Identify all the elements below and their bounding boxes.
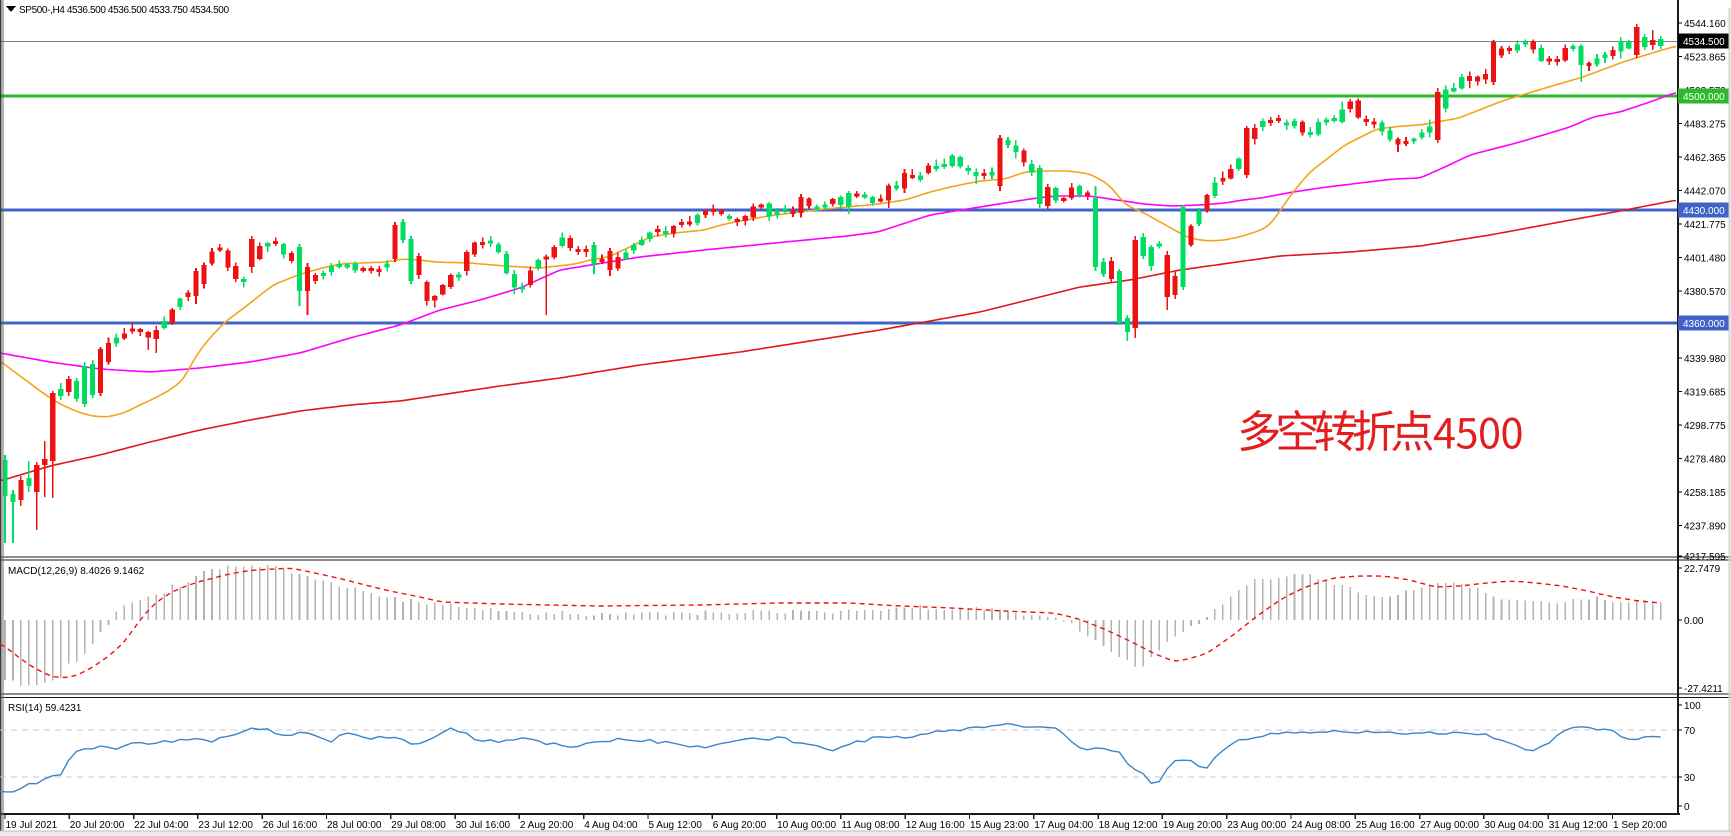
svg-text:30 Aug 04:00: 30 Aug 04:00 xyxy=(1484,820,1543,831)
svg-text:4544.160: 4544.160 xyxy=(1684,19,1726,30)
svg-text:MACD(12,26,9) 8.4026 9.1462: MACD(12,26,9) 8.4026 9.1462 xyxy=(8,566,145,577)
svg-text:4339.980: 4339.980 xyxy=(1684,354,1726,365)
svg-text:22 Jul 04:00: 22 Jul 04:00 xyxy=(134,820,189,831)
svg-text:4483.275: 4483.275 xyxy=(1684,120,1726,131)
svg-text:SP500-,H4 4536.500 4536.500 4: SP500-,H4 4536.500 4536.500 4533.750 453… xyxy=(19,5,229,16)
svg-text:17 Aug 04:00: 17 Aug 04:00 xyxy=(1034,820,1093,831)
svg-text:20 Jul 20:00: 20 Jul 20:00 xyxy=(70,820,125,831)
svg-text:19 Jul 2021: 19 Jul 2021 xyxy=(6,820,58,831)
svg-text:4500.000: 4500.000 xyxy=(1683,92,1725,103)
svg-text:4380.570: 4380.570 xyxy=(1684,287,1726,298)
svg-text:100: 100 xyxy=(1684,701,1701,712)
svg-text:4278.480: 4278.480 xyxy=(1684,455,1726,466)
svg-text:23 Aug 00:00: 23 Aug 00:00 xyxy=(1227,820,1286,831)
svg-text:24 Aug 08:00: 24 Aug 08:00 xyxy=(1292,820,1351,831)
svg-text:4401.480: 4401.480 xyxy=(1684,254,1726,265)
svg-text:4258.185: 4258.185 xyxy=(1684,488,1726,499)
svg-text:4360.000: 4360.000 xyxy=(1683,319,1725,330)
svg-text:4430.000: 4430.000 xyxy=(1683,206,1725,217)
svg-text:26 Jul 16:00: 26 Jul 16:00 xyxy=(263,820,318,831)
svg-text:4319.685: 4319.685 xyxy=(1684,388,1726,399)
svg-text:28 Jul 00:00: 28 Jul 00:00 xyxy=(327,820,382,831)
svg-text:27 Aug 00:00: 27 Aug 00:00 xyxy=(1420,820,1479,831)
svg-text:4442.070: 4442.070 xyxy=(1684,187,1726,198)
svg-text:0: 0 xyxy=(1684,802,1690,813)
svg-text:1 Sep 20:00: 1 Sep 20:00 xyxy=(1613,820,1667,831)
svg-text:4462.365: 4462.365 xyxy=(1684,153,1726,164)
svg-text:31 Aug 12:00: 31 Aug 12:00 xyxy=(1549,820,1608,831)
svg-text:4 Aug 04:00: 4 Aug 04:00 xyxy=(584,820,638,831)
svg-text:10 Aug 00:00: 10 Aug 00:00 xyxy=(777,820,836,831)
svg-text:4534.500: 4534.500 xyxy=(1683,37,1725,48)
svg-text:4421.775: 4421.775 xyxy=(1684,220,1726,231)
svg-text:30: 30 xyxy=(1684,773,1696,784)
svg-text:18 Aug 12:00: 18 Aug 12:00 xyxy=(1099,820,1158,831)
svg-text:25 Aug 16:00: 25 Aug 16:00 xyxy=(1356,820,1415,831)
svg-text:15 Aug 23:00: 15 Aug 23:00 xyxy=(970,820,1029,831)
svg-text:12 Aug 16:00: 12 Aug 16:00 xyxy=(906,820,965,831)
svg-text:70: 70 xyxy=(1684,726,1696,737)
svg-text:22.7479: 22.7479 xyxy=(1684,564,1721,575)
svg-text:30 Jul 16:00: 30 Jul 16:00 xyxy=(456,820,511,831)
svg-text:0.00: 0.00 xyxy=(1684,616,1704,627)
svg-text:19 Aug 20:00: 19 Aug 20:00 xyxy=(1163,820,1222,831)
svg-text:RSI(14) 59.4231: RSI(14) 59.4231 xyxy=(8,703,82,714)
svg-text:2 Aug 20:00: 2 Aug 20:00 xyxy=(520,820,574,831)
svg-text:-27.4211: -27.4211 xyxy=(1684,684,1723,695)
svg-text:4523.865: 4523.865 xyxy=(1684,53,1726,64)
svg-text:5 Aug 12:00: 5 Aug 12:00 xyxy=(649,820,703,831)
svg-text:29 Jul 08:00: 29 Jul 08:00 xyxy=(391,820,446,831)
svg-text:4237.890: 4237.890 xyxy=(1684,522,1726,533)
svg-text:4298.775: 4298.775 xyxy=(1684,421,1726,432)
svg-text:23 Jul 12:00: 23 Jul 12:00 xyxy=(198,820,253,831)
svg-text:4217.595: 4217.595 xyxy=(1684,552,1726,563)
svg-text:6 Aug 20:00: 6 Aug 20:00 xyxy=(713,820,767,831)
svg-text:11 Aug 08:00: 11 Aug 08:00 xyxy=(841,820,900,831)
